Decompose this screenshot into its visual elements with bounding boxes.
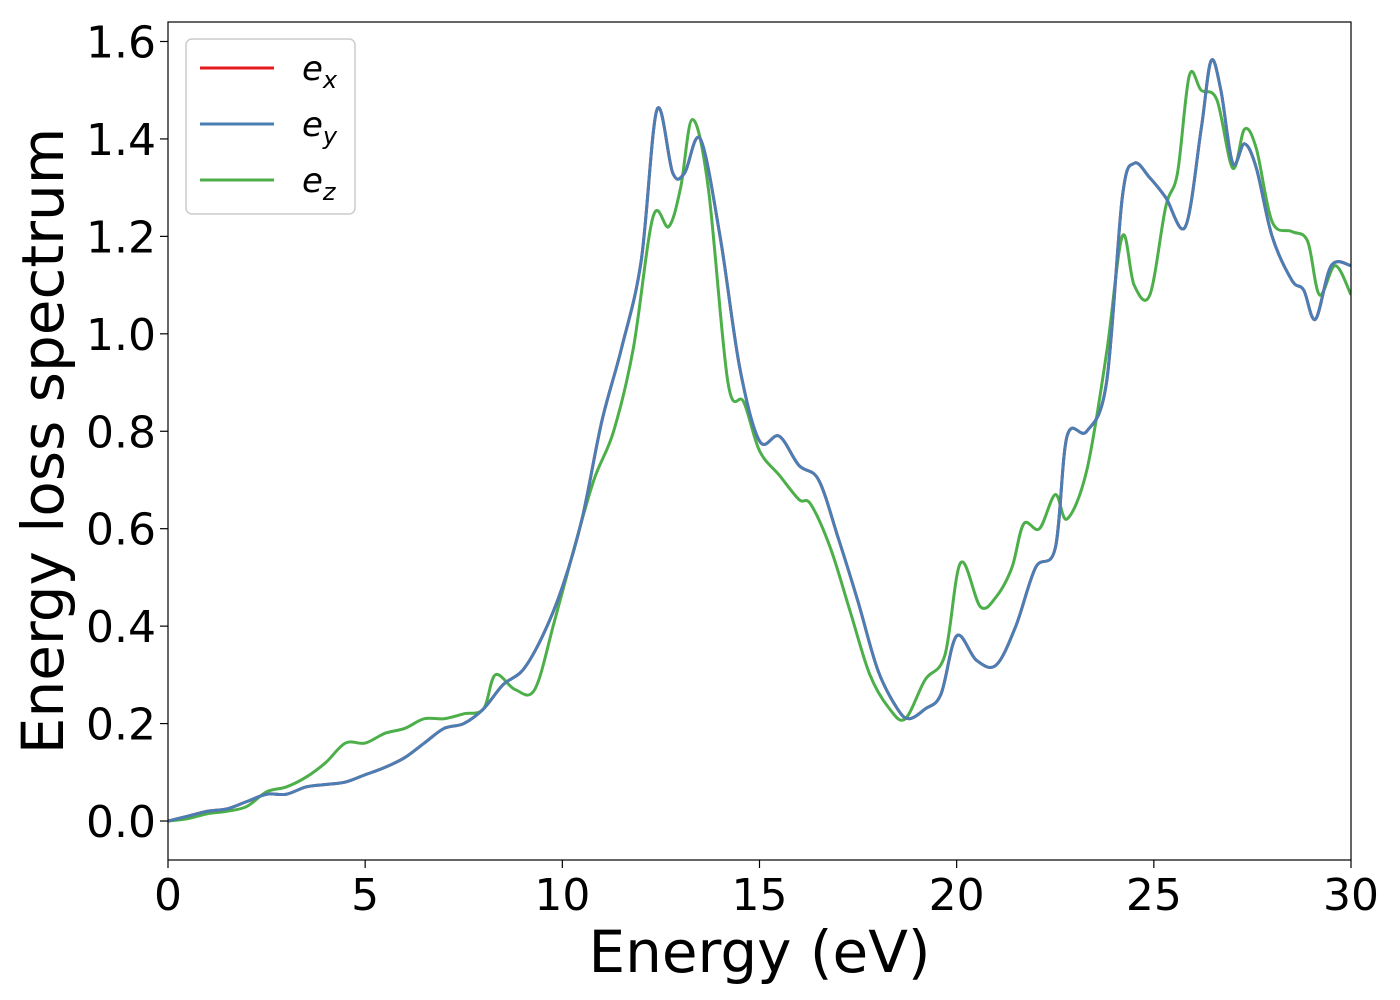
y-tick-label: 0.8 <box>86 407 156 458</box>
legend: ex ey ez <box>185 38 356 215</box>
y-tick-label: 1.4 <box>86 115 156 166</box>
x-tick-label: 0 <box>154 870 182 921</box>
legend-label-ey: ey <box>302 105 338 150</box>
y-tick-label: 1.0 <box>86 310 156 361</box>
legend-entries: ex ey ez <box>200 49 338 206</box>
y-tick-label: 0.4 <box>86 602 156 653</box>
x-tick-label: 30 <box>1323 870 1379 921</box>
y-axis: 0.0 0.2 0.4 0.6 0.8 1.0 1.2 1.4 1.6 <box>86 17 168 848</box>
legend-label-ez: ez <box>302 161 337 206</box>
x-axis: 0 5 10 15 20 25 30 <box>154 860 1379 921</box>
y-tick-label: 1.2 <box>86 212 156 263</box>
x-tick-label: 25 <box>1126 870 1182 921</box>
x-tick-label: 10 <box>534 870 590 921</box>
legend-box <box>185 38 356 215</box>
series-layer <box>168 58 1351 823</box>
y-tick-label: 0.6 <box>86 505 156 556</box>
x-tick-label: 15 <box>732 870 788 921</box>
legend-label-ex: ex <box>302 49 338 94</box>
x-tick-label: 20 <box>929 870 985 921</box>
y-tick-label: 0.2 <box>86 700 156 751</box>
y-axis-label: Energy loss spectrum <box>9 128 77 754</box>
series-line-ey <box>168 58 1351 823</box>
x-tick-label: 5 <box>351 870 379 921</box>
y-tick-label: 1.6 <box>86 17 156 68</box>
x-axis-label: Energy (eV) <box>588 918 930 986</box>
y-tick-label: 0.0 <box>86 797 156 848</box>
series-line-ez <box>168 69 1351 823</box>
